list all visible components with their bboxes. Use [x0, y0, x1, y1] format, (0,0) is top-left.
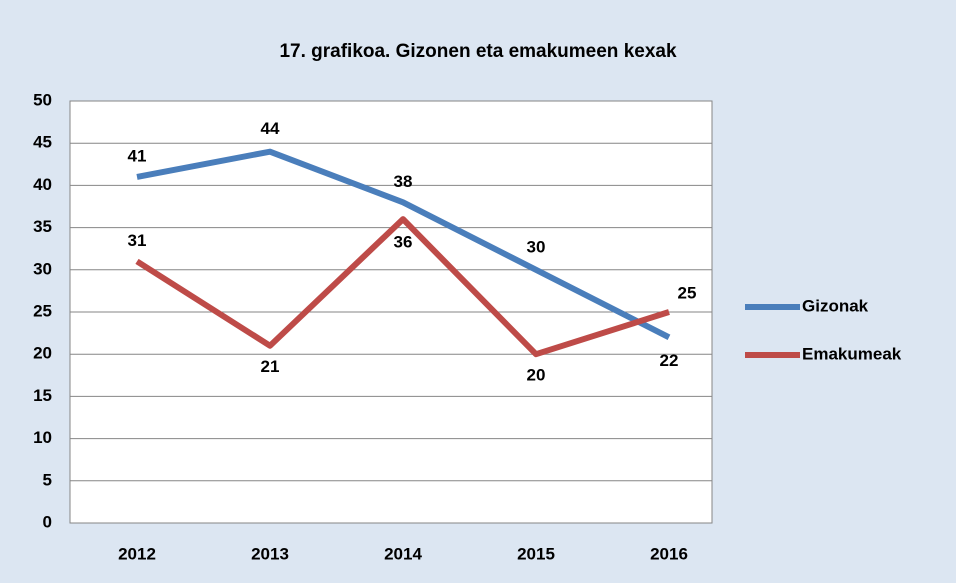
y-tick-label: 15 — [33, 386, 52, 405]
y-tick-label: 50 — [33, 90, 52, 109]
chart-title: 17. grafikoa. Gizonen eta emakumeen kexa… — [279, 41, 677, 62]
data-label: 30 — [527, 237, 546, 256]
y-tick-label: 30 — [33, 259, 52, 278]
data-label: 25 — [678, 283, 697, 302]
y-tick-label: 35 — [33, 217, 52, 236]
legend-label: Emakumeak — [802, 344, 902, 363]
x-tick-label: 2014 — [384, 544, 422, 563]
x-tick-label: 2013 — [251, 544, 289, 563]
x-tick-label: 2015 — [517, 544, 555, 563]
x-tick-label: 2016 — [650, 544, 688, 563]
data-label: 22 — [660, 351, 679, 370]
y-tick-label: 5 — [43, 470, 52, 489]
y-tick-label: 10 — [33, 428, 52, 447]
y-tick-label: 25 — [33, 301, 52, 320]
data-label: 21 — [261, 357, 280, 376]
series-line — [136, 148, 671, 340]
data-label: 38 — [394, 172, 413, 191]
data-label: 41 — [128, 146, 147, 165]
legend-label: Gizonak — [802, 296, 869, 315]
data-label: 44 — [261, 119, 280, 138]
x-tick-label: 2012 — [118, 544, 156, 563]
y-tick-label: 45 — [33, 133, 52, 152]
series-line — [135, 216, 670, 358]
data-label: 20 — [527, 366, 546, 385]
y-tick-label: 0 — [43, 512, 52, 531]
data-label: 31 — [128, 231, 147, 250]
y-tick-label: 40 — [33, 175, 52, 194]
y-tick-label: 20 — [33, 344, 52, 363]
data-label: 36 — [394, 233, 413, 252]
